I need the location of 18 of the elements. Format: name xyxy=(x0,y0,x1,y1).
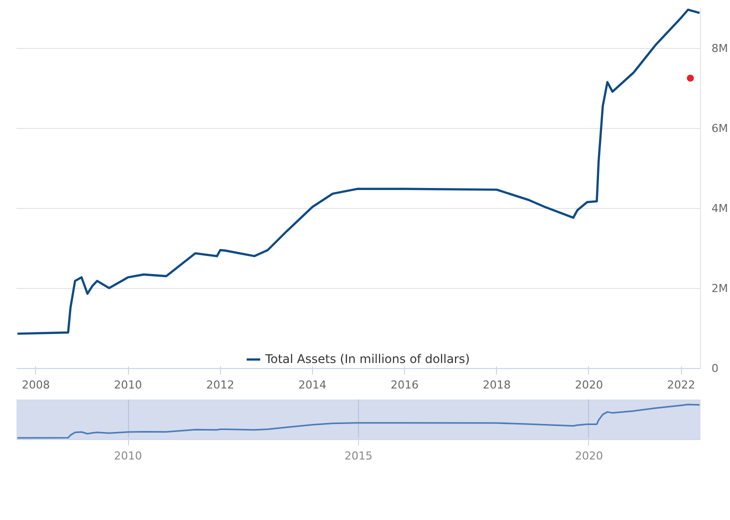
x-tick-label: 2020 xyxy=(574,450,603,462)
x-tick-label: 2010 xyxy=(114,378,142,392)
x-tick-label: 2018 xyxy=(482,378,511,392)
y-tick-label: 8M xyxy=(712,42,728,55)
x-tick-label: 2016 xyxy=(390,378,419,392)
legend-label: Total Assets (In millions of dollars) xyxy=(265,352,470,366)
y-tick-label: 4M xyxy=(712,202,728,215)
x-tick-label: 2020 xyxy=(574,378,603,392)
y-tick-label: 2M xyxy=(712,282,728,295)
x-tick-label: 2022 xyxy=(667,378,696,392)
y-tick-label: 6M xyxy=(712,122,728,135)
line-series xyxy=(16,8,700,335)
y-tick-label: 0 xyxy=(712,362,718,375)
x-tick-label: 2012 xyxy=(206,378,234,392)
x-tick-label: 2014 xyxy=(298,378,326,392)
x-tick-label: 2010 xyxy=(114,450,142,462)
x-tick-label: 2015 xyxy=(344,450,373,462)
x-tick-label: 2008 xyxy=(22,378,50,392)
